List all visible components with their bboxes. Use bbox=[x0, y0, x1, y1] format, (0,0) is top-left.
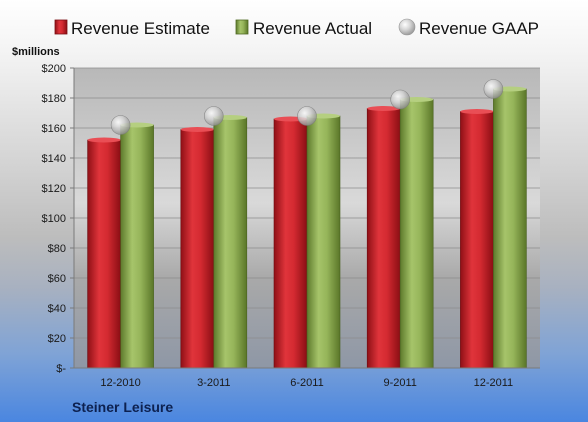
x-tick-label: 3-2011 bbox=[197, 377, 230, 389]
bar-actual-6-2011 bbox=[306, 115, 341, 369]
bar-estimate-12-2011 bbox=[460, 111, 494, 369]
bar-actual-3-2011 bbox=[213, 117, 248, 369]
bar-estimate-9-2011 bbox=[366, 108, 401, 369]
bar-actual-12-2011 bbox=[493, 88, 527, 369]
y-tick-label: $120 bbox=[42, 183, 66, 195]
y-tick-label: $80 bbox=[48, 243, 66, 255]
legend-swatch-estimate bbox=[54, 19, 68, 35]
y-tick-label: $180 bbox=[42, 93, 66, 105]
legend-label-gaap: Revenue GAAP bbox=[419, 19, 539, 38]
bar-actual-9-2011 bbox=[399, 99, 434, 369]
marker-gaap-9-2011 bbox=[390, 89, 411, 110]
y-tick-label: $200 bbox=[42, 63, 66, 75]
x-tick-label: 12-2010 bbox=[100, 377, 140, 389]
y-tick-label: $40 bbox=[48, 303, 66, 315]
y-axis-ticks: $- $20 $40 $60 $80 $100 $120 $140 $160 $180 $200 bbox=[42, 63, 67, 375]
x-axis-ticks: 12-2010 3-2011 6-2011 9-2011 12-2011 bbox=[100, 377, 513, 389]
y-tick-label: $100 bbox=[42, 213, 66, 225]
y-tick-label: $160 bbox=[42, 123, 66, 135]
y-tick-label: $60 bbox=[48, 273, 66, 285]
x-tick-label: 9-2011 bbox=[383, 377, 416, 389]
y-tick-label: $20 bbox=[48, 333, 66, 345]
gaap-markers bbox=[110, 79, 504, 135]
marker-gaap-6-2011 bbox=[297, 106, 317, 126]
marker-gaap-12-2011 bbox=[483, 79, 504, 99]
marker-gaap-12-2010 bbox=[110, 115, 131, 135]
bar-estimate-top-12-2011 bbox=[460, 109, 494, 114]
x-tick-label: 12-2011 bbox=[474, 377, 514, 389]
legend-label-actual: Revenue Actual bbox=[253, 19, 372, 38]
x-tick-label: 6-2011 bbox=[290, 377, 323, 389]
legend-swatch-gaap bbox=[398, 18, 416, 36]
bar-estimate-top-3-2011 bbox=[180, 127, 214, 132]
bar-estimate-12-2010 bbox=[87, 139, 121, 369]
legend: Revenue Estimate Revenue Actual Revenue … bbox=[54, 18, 539, 38]
marker-gaap-3-2011 bbox=[204, 106, 224, 126]
legend-swatch-actual bbox=[235, 19, 249, 35]
company-label: Steiner Leisure bbox=[72, 399, 173, 415]
bar-estimate-6-2011 bbox=[273, 118, 308, 369]
y-tick-label: $- bbox=[56, 363, 66, 375]
unit-label: $millions bbox=[12, 46, 60, 58]
bars bbox=[87, 86, 527, 369]
bar-actual-12-2010 bbox=[120, 124, 154, 369]
legend-label-estimate: Revenue Estimate bbox=[71, 19, 210, 38]
y-tick-label: $140 bbox=[42, 153, 66, 165]
bar-estimate-top-12-2010 bbox=[87, 137, 121, 143]
bar-estimate-top-9-2011 bbox=[367, 106, 401, 111]
bar-estimate-3-2011 bbox=[180, 129, 215, 369]
